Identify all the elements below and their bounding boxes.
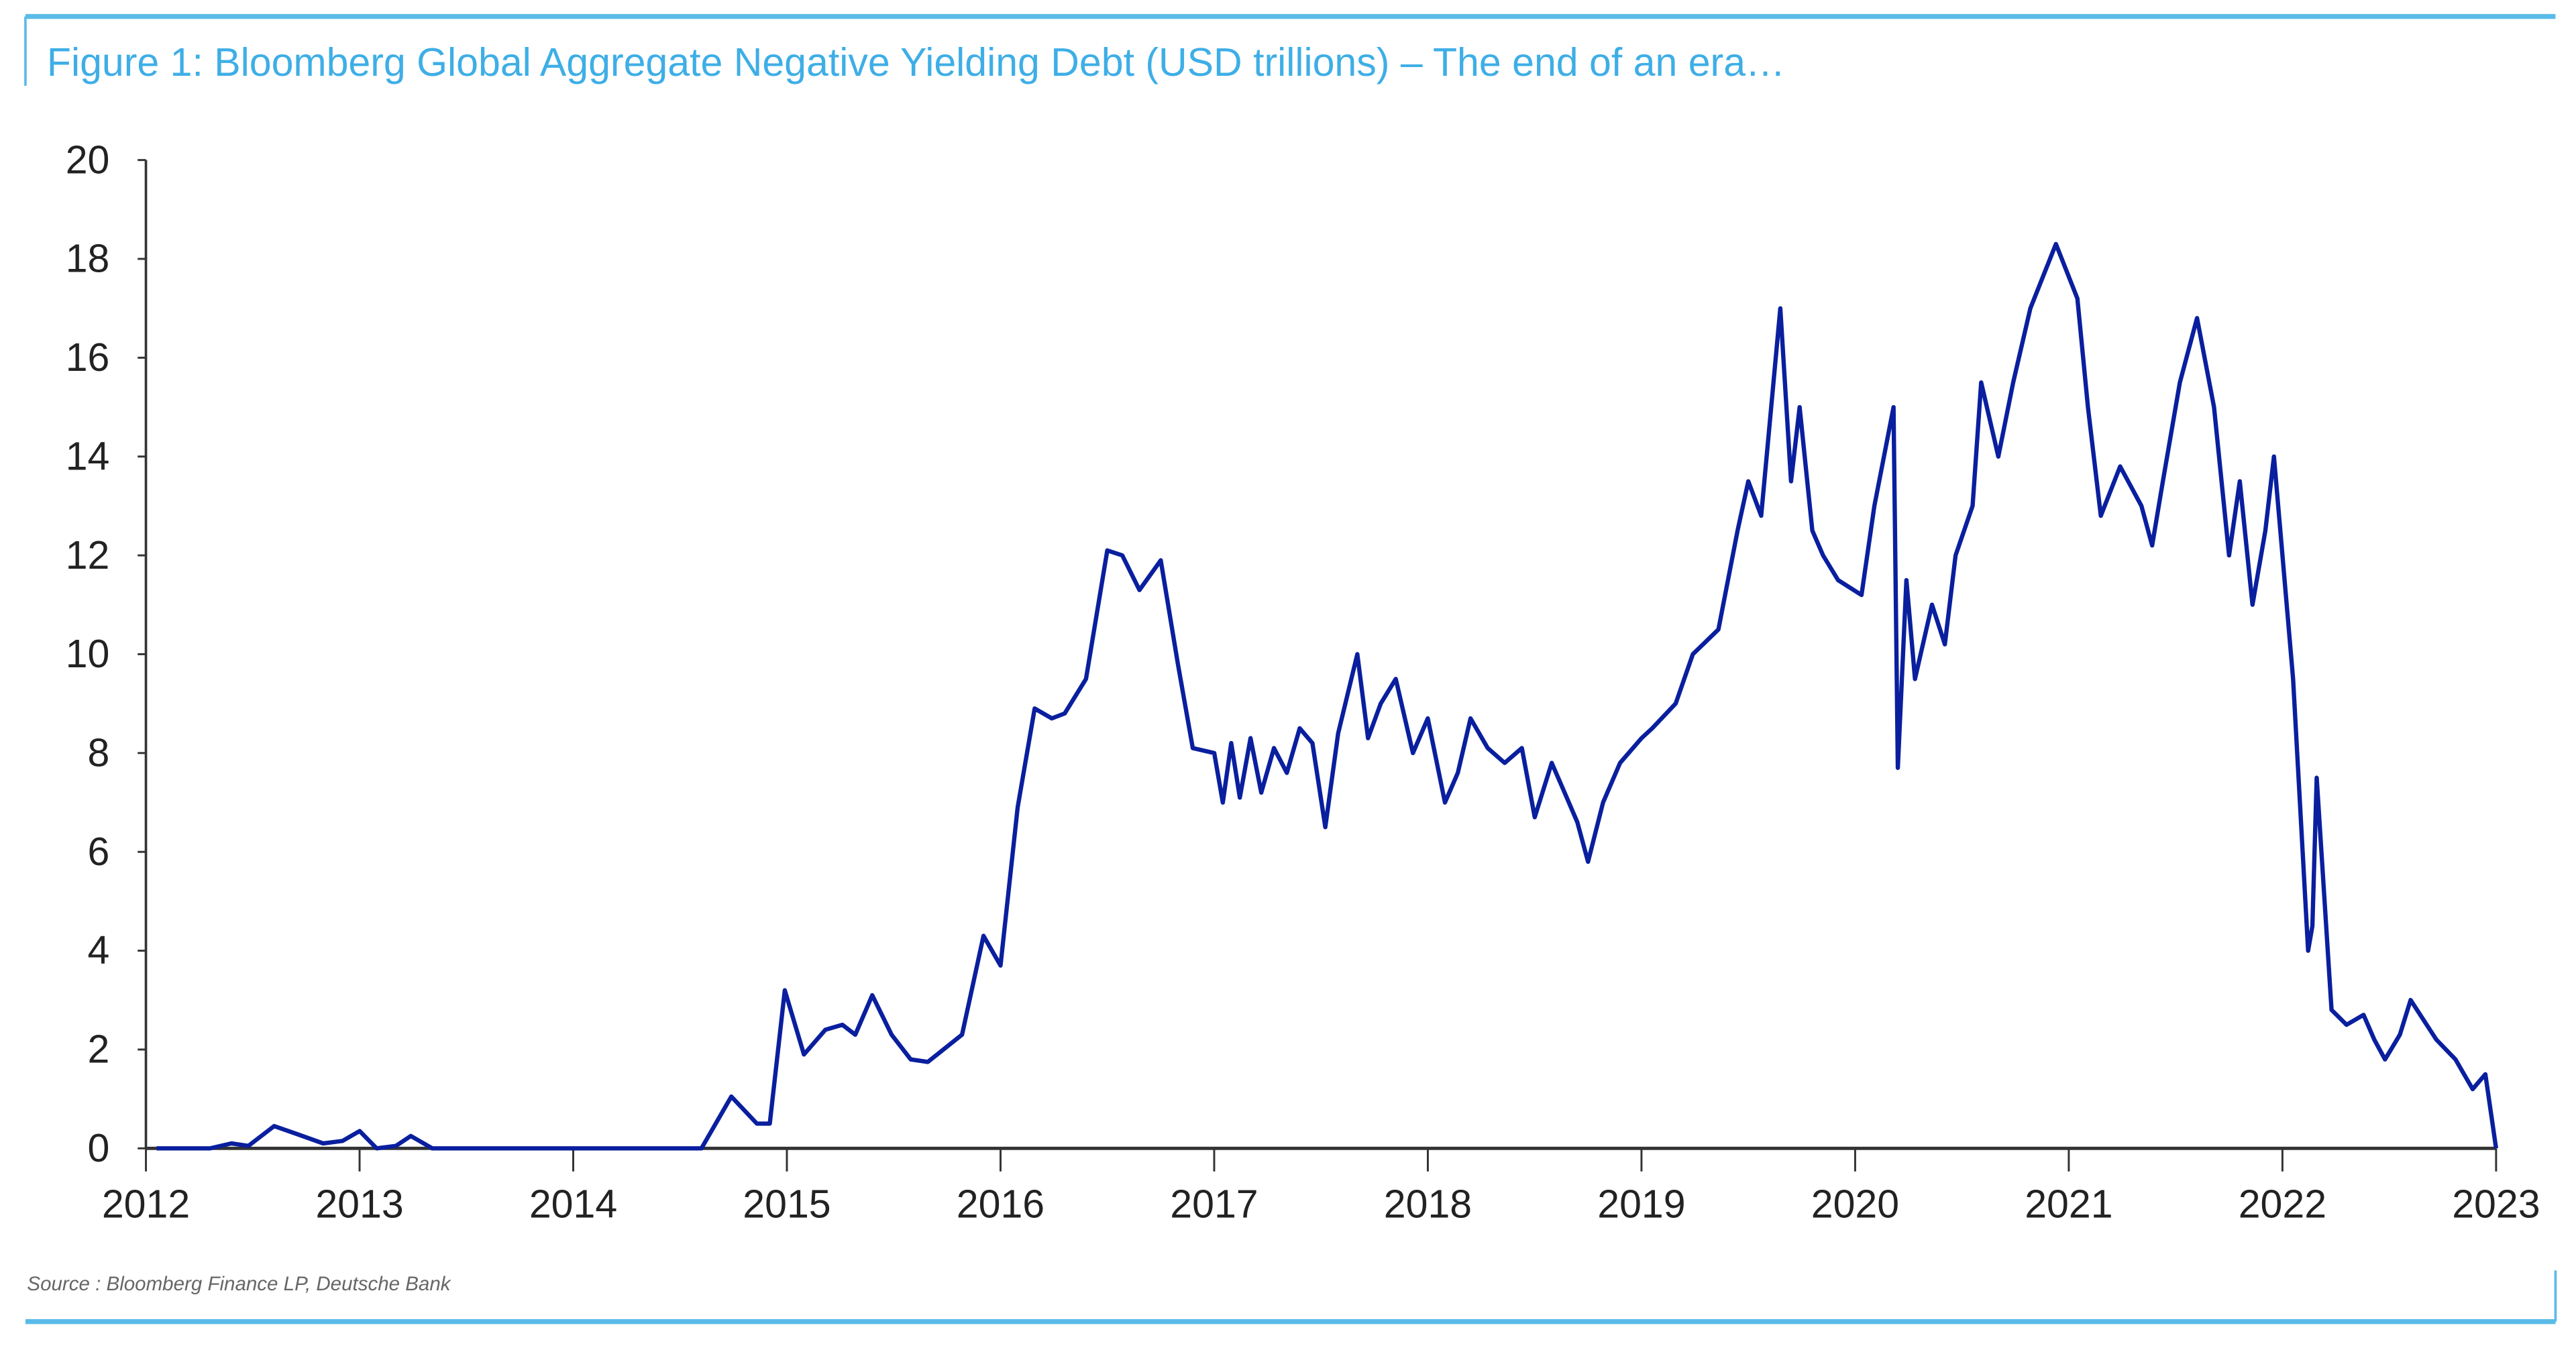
x-tick-label: 2019 bbox=[1597, 1182, 1685, 1227]
x-tick-label: 2022 bbox=[2239, 1182, 2326, 1227]
y-tick-label: 20 bbox=[66, 137, 110, 182]
x-tick-label: 2012 bbox=[102, 1182, 190, 1227]
x-tick-label: 2018 bbox=[1384, 1182, 1472, 1227]
source-note: Source : Bloomberg Finance LP, Deutsche … bbox=[27, 1273, 451, 1295]
y-tick-label: 16 bbox=[66, 335, 110, 380]
x-tick-label: 2021 bbox=[2025, 1182, 2112, 1227]
x-tick-label: 2020 bbox=[1811, 1182, 1899, 1227]
y-axis: 0 2 4 6 8 10 12 14 16 18 20 bbox=[66, 137, 148, 1170]
series-line-negative-yielding-debt bbox=[156, 241, 2499, 1151]
x-tick-label: 2014 bbox=[529, 1182, 617, 1227]
x-tick-label: 2016 bbox=[957, 1182, 1044, 1227]
y-tick-label: 8 bbox=[88, 731, 110, 775]
x-tick-label: 2023 bbox=[2452, 1182, 2540, 1227]
y-tick-label: 2 bbox=[88, 1027, 110, 1072]
chart-title: Figure 1: Bloomberg Global Aggregate Neg… bbox=[47, 40, 1785, 85]
y-tick-label: 18 bbox=[66, 237, 110, 281]
y-tick-label: 6 bbox=[88, 830, 110, 874]
x-tick-label: 2015 bbox=[743, 1182, 830, 1227]
y-tick-label: 4 bbox=[88, 928, 110, 972]
x-tick-label: 2017 bbox=[1170, 1182, 1258, 1227]
y-tick-label: 14 bbox=[66, 434, 110, 478]
y-tick-label: 10 bbox=[66, 632, 110, 676]
y-tick-label: 12 bbox=[66, 533, 110, 577]
y-tick-label: 0 bbox=[88, 1126, 110, 1170]
x-tick-label: 2013 bbox=[315, 1182, 403, 1227]
x-axis: 2012 2013 2014 2015 2016 2017 2018 2019 2020 2021… bbox=[102, 1146, 2540, 1227]
